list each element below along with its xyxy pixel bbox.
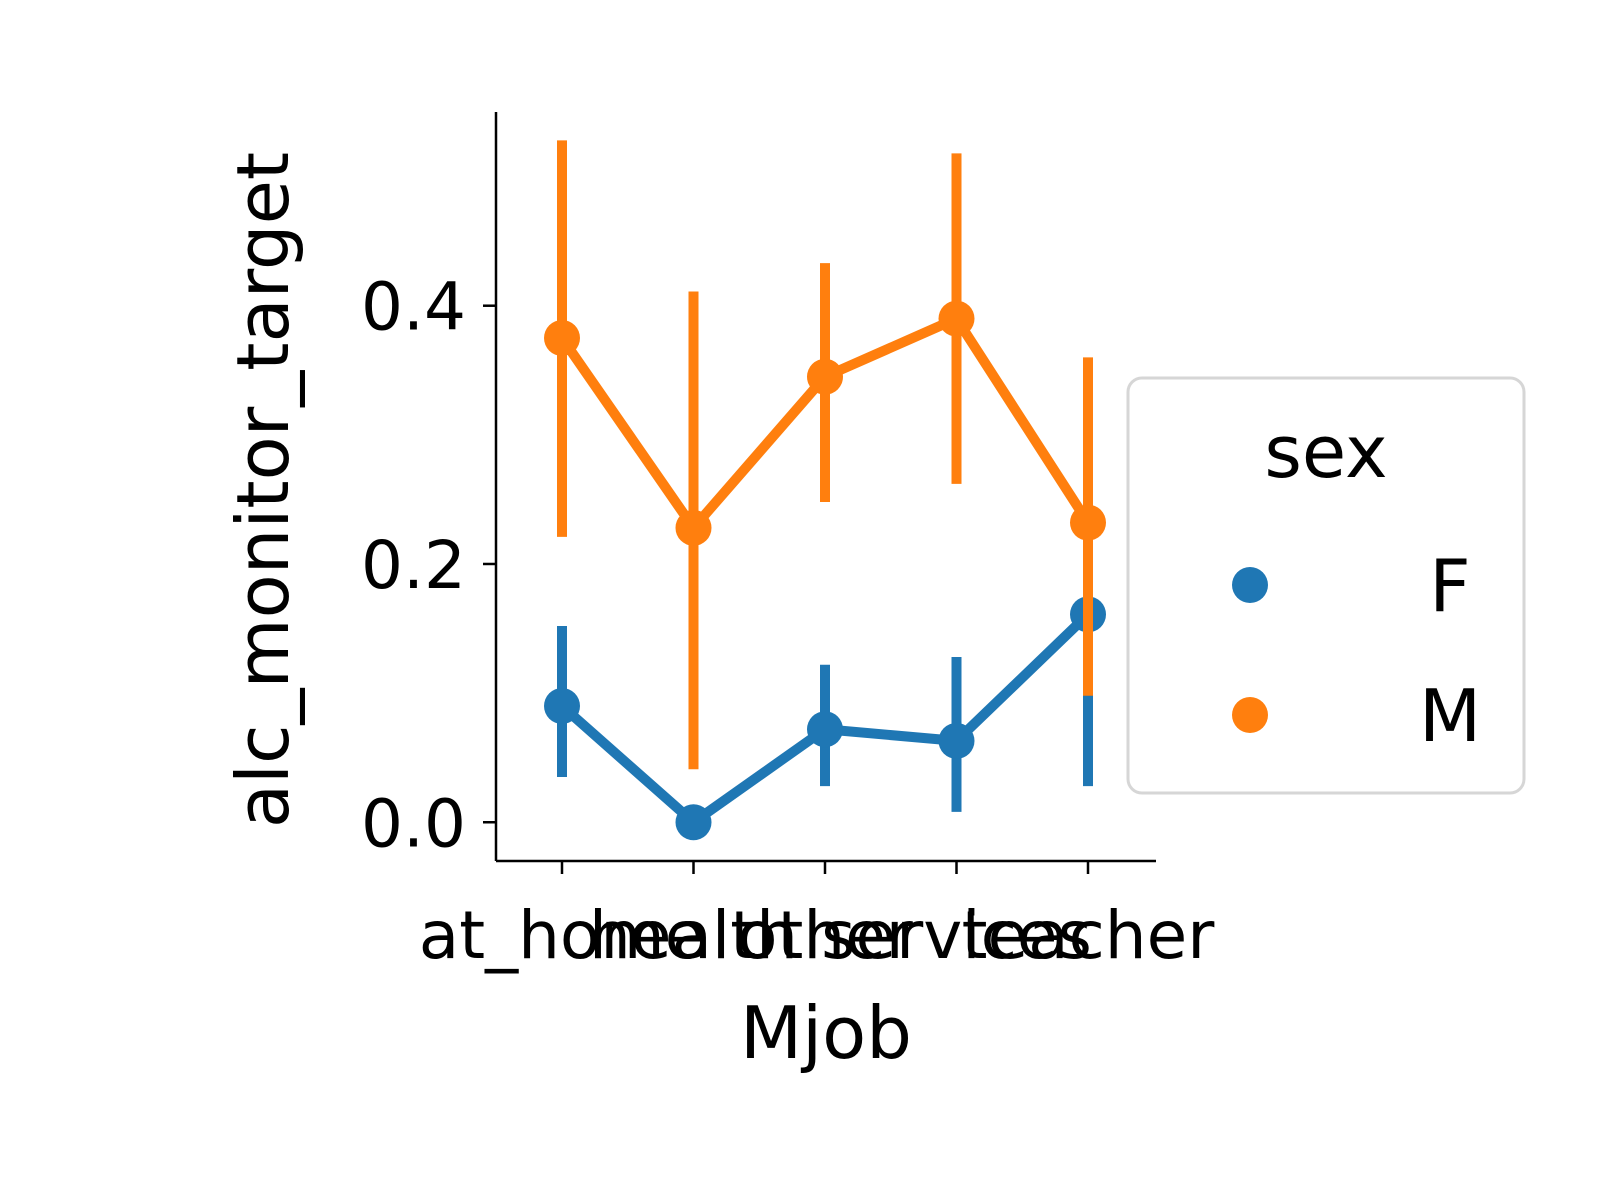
data-point [1070, 504, 1106, 541]
y-tick-label: 0.2 [361, 527, 466, 604]
y-axis-title: alc_monitor_target [221, 152, 305, 828]
data-point [807, 711, 843, 748]
data-point [544, 688, 580, 725]
data-point [675, 804, 712, 841]
legend-label-M: M [1419, 674, 1481, 758]
y-tick-label: 0.0 [361, 785, 466, 862]
series-M [544, 140, 1106, 770]
data-point [544, 319, 580, 356]
legend-items: FM [1232, 544, 1481, 758]
legend-marker-M [1232, 697, 1268, 733]
data-point [675, 509, 712, 546]
legend-frame [1126, 376, 1526, 795]
series-F [544, 445, 1106, 841]
data-point [807, 358, 843, 395]
legend-marker-F [1232, 567, 1268, 603]
x-tick-label: teacher [962, 897, 1216, 974]
x-tick-label: health [589, 897, 798, 974]
legend-title: sex [1264, 410, 1387, 494]
axes: 0.0 0.2 0.4 at_homehealthotherservicesteach… [361, 112, 1215, 974]
x-tick-label: services [821, 897, 1092, 974]
legend-label-F: F [1429, 544, 1470, 628]
legend: sex FM [1126, 376, 1526, 795]
data-point [938, 722, 975, 759]
x-axis-title: Mjob [740, 991, 912, 1075]
data-point [938, 300, 975, 337]
x-tick-label: other [737, 897, 914, 974]
x-tick-label: at_home [419, 897, 705, 974]
y-tick-label: 0.4 [361, 269, 466, 346]
chart-marks [544, 140, 1106, 841]
